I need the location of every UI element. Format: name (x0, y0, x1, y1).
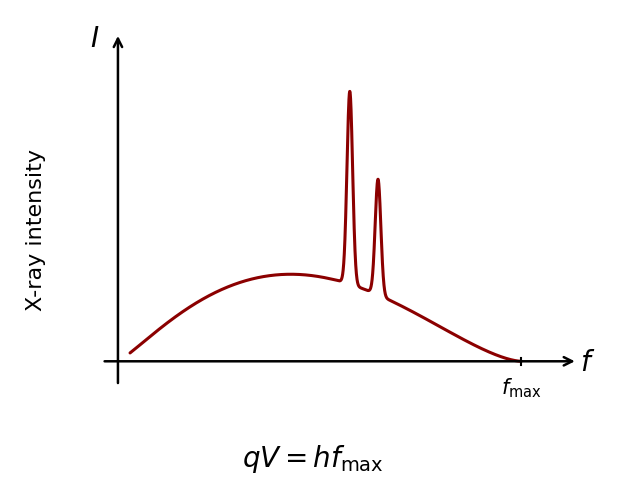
Text: X-ray intensity: X-ray intensity (26, 149, 46, 311)
Text: $qV = hf_{\mathrm{max}}$: $qV = hf_{\mathrm{max}}$ (242, 443, 383, 475)
Text: $f_{\mathrm{max}}$: $f_{\mathrm{max}}$ (501, 376, 541, 400)
Text: $\mathit{f}$: $\mathit{f}$ (580, 349, 596, 377)
Text: $\mathit{I}$: $\mathit{I}$ (91, 25, 100, 53)
